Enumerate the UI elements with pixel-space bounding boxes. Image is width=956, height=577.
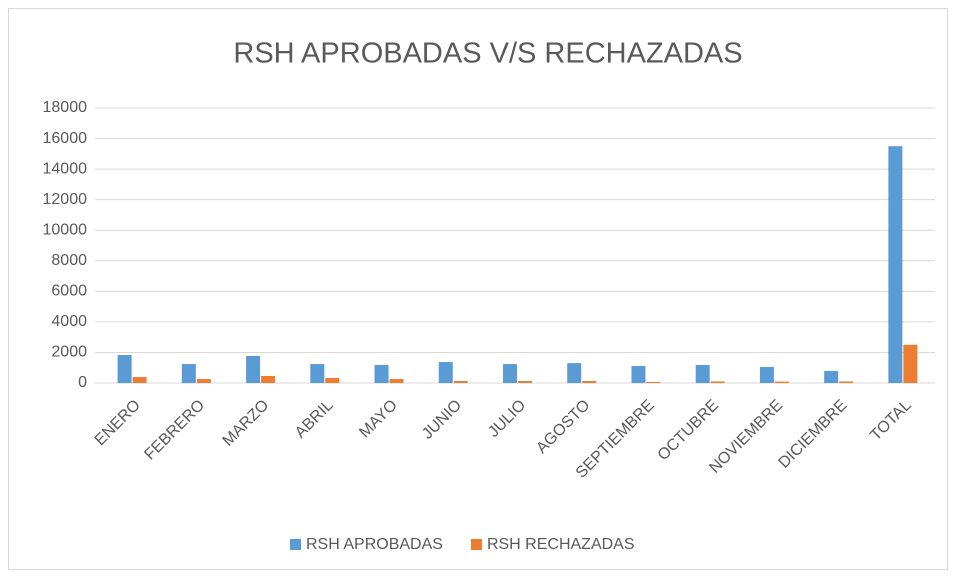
y-tick-label: 14000 — [43, 160, 88, 177]
chart-border — [8, 8, 948, 570]
bar — [903, 344, 918, 383]
y-tick-label: 0 — [78, 374, 87, 391]
bar — [824, 370, 839, 383]
y-tick-label: 12000 — [43, 191, 88, 208]
bar — [117, 355, 132, 383]
bar — [325, 377, 340, 383]
bar — [710, 381, 725, 383]
y-tick-label: 4000 — [51, 313, 87, 330]
bar — [389, 379, 404, 383]
bar — [759, 366, 774, 383]
bar — [132, 377, 147, 383]
y-tick-label: 16000 — [43, 130, 88, 147]
chart-title: RSH APROBADAS V/S RECHAZADAS — [233, 38, 742, 70]
bar — [453, 381, 468, 383]
bar — [518, 381, 532, 383]
bar — [196, 379, 211, 383]
bar — [631, 366, 646, 383]
bar — [888, 146, 903, 383]
y-tick-label: 10000 — [43, 221, 88, 238]
y-tick-label: 18000 — [43, 99, 88, 116]
y-tick-label: 2000 — [51, 344, 87, 361]
bar — [582, 381, 597, 383]
bar — [839, 381, 854, 383]
legend-label: RSH APROBADAS — [306, 536, 443, 553]
bar — [567, 363, 582, 383]
legend-swatch — [290, 539, 301, 550]
bar — [646, 381, 661, 383]
bar — [181, 364, 196, 383]
bar — [695, 364, 710, 383]
legend-swatch — [470, 539, 482, 550]
bar — [310, 364, 325, 383]
bar — [774, 381, 789, 383]
bar — [503, 364, 517, 383]
bar — [438, 362, 453, 383]
bar — [246, 355, 261, 383]
y-tick-label: 8000 — [51, 252, 87, 269]
y-tick-label: 6000 — [51, 283, 87, 300]
legend-label: RSH RECHAZADAS — [487, 536, 635, 553]
bar — [261, 375, 276, 383]
bar — [374, 364, 389, 383]
